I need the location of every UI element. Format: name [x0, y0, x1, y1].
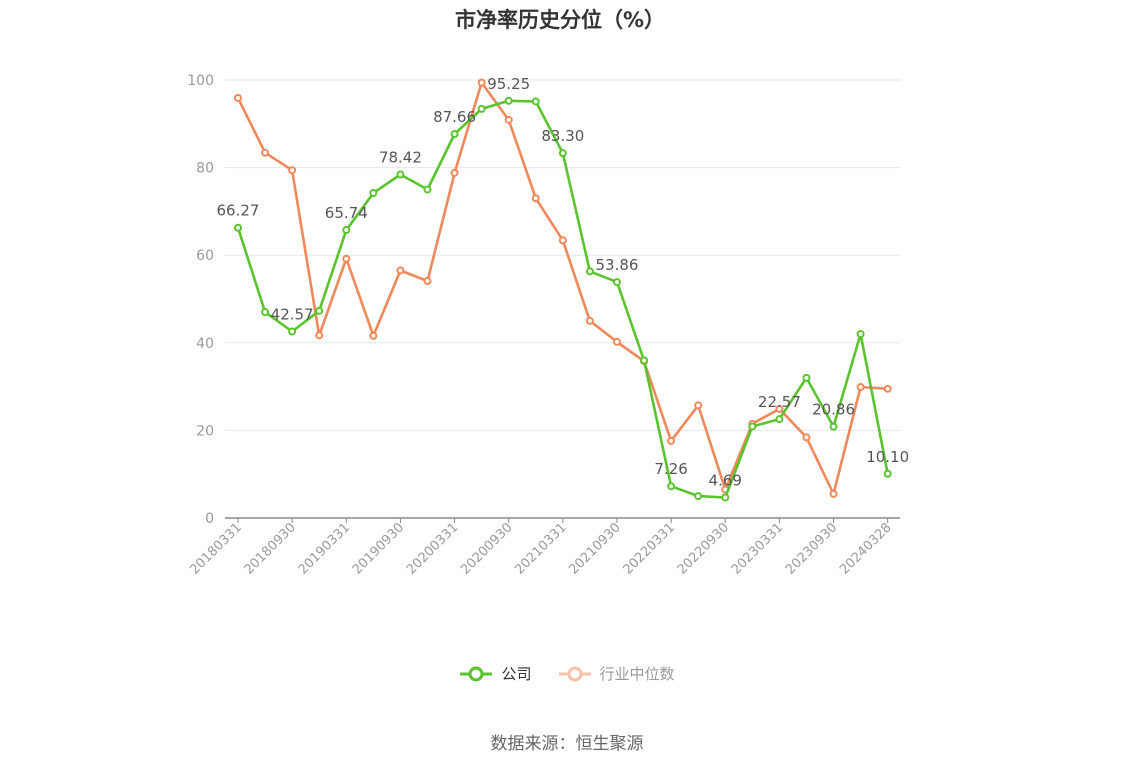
- data-point-industry-median[interactable]: [261, 148, 270, 157]
- data-point-company[interactable]: [396, 170, 405, 179]
- x-tick-label: 20220331: [621, 520, 678, 577]
- data-point-company[interactable]: [612, 278, 621, 287]
- data-point-company[interactable]: [883, 469, 892, 478]
- data-point-company[interactable]: [667, 482, 676, 491]
- data-point-industry-median[interactable]: [694, 401, 703, 410]
- data-point-industry-median[interactable]: [315, 331, 324, 340]
- data-label: 22.57: [758, 393, 801, 411]
- x-tick-label: 20210930: [566, 520, 623, 577]
- data-point-company[interactable]: [450, 130, 459, 139]
- x-tick-label: 20210331: [512, 520, 569, 577]
- data-point-company[interactable]: [775, 415, 784, 424]
- data-point-industry-median[interactable]: [531, 194, 540, 203]
- x-tick-label: 20180331: [187, 520, 244, 577]
- data-label: 87.66: [433, 108, 476, 126]
- data-point-industry-median[interactable]: [585, 316, 594, 325]
- legend: 公司 行业中位数: [0, 663, 1134, 684]
- data-label: 78.42: [379, 149, 422, 167]
- x-tick-label: 20200930: [458, 520, 515, 577]
- data-point-company[interactable]: [829, 422, 838, 431]
- data-point-company[interactable]: [477, 104, 486, 113]
- data-point-company[interactable]: [288, 327, 297, 336]
- data-label: 20.86: [812, 401, 855, 419]
- data-label: 65.74: [325, 204, 368, 222]
- data-label: 4.69: [709, 471, 742, 489]
- data-point-company[interactable]: [694, 492, 703, 501]
- data-label: 42.57: [271, 306, 314, 324]
- y-tick-label: 100: [187, 73, 214, 89]
- data-label: 95.25: [487, 75, 530, 93]
- data-point-industry-median[interactable]: [477, 78, 486, 87]
- chart-title: 市净率历史分位（%）: [454, 8, 666, 32]
- legend-item-company[interactable]: 公司: [459, 663, 532, 684]
- series-line-company: [236, 99, 889, 499]
- x-tick-label: 20190930: [350, 520, 407, 577]
- data-point-company[interactable]: [234, 223, 242, 232]
- data-point-industry-median[interactable]: [396, 266, 405, 275]
- data-point-company[interactable]: [369, 189, 378, 198]
- data-label: 53.86: [596, 256, 639, 274]
- data-point-industry-median[interactable]: [369, 331, 378, 340]
- data-point-company[interactable]: [423, 185, 432, 194]
- data-point-industry-median[interactable]: [856, 383, 865, 392]
- data-point-company[interactable]: [315, 306, 324, 315]
- data-source: 数据来源：恒生聚源: [490, 734, 644, 754]
- data-point-company[interactable]: [748, 422, 757, 431]
- data-point-company[interactable]: [342, 226, 351, 235]
- data-point-company[interactable]: [261, 308, 270, 317]
- y-tick-label: 0: [205, 511, 214, 527]
- y-tick-label: 40: [196, 336, 214, 352]
- data-point-company[interactable]: [856, 330, 865, 339]
- data-point-company[interactable]: [558, 149, 567, 158]
- data-point-company[interactable]: [531, 97, 540, 106]
- x-tick-label: 20230930: [783, 520, 840, 577]
- x-tick-label: 20200331: [404, 520, 461, 577]
- data-point-company[interactable]: [504, 96, 513, 105]
- data-point-industry-median[interactable]: [450, 168, 459, 177]
- data-label: 83.30: [541, 127, 584, 145]
- data-point-industry-median[interactable]: [288, 166, 297, 175]
- data-point-company[interactable]: [640, 356, 649, 365]
- x-tick-label: 20230331: [729, 520, 786, 577]
- legend-marker-industry-median: [558, 666, 591, 681]
- x-tick-label: 20180930: [242, 520, 299, 577]
- y-tick-label: 20: [196, 423, 214, 439]
- x-tick-label: 20240328: [837, 520, 894, 577]
- data-point-industry-median[interactable]: [829, 489, 838, 498]
- legend-item-industry-median[interactable]: 行业中位数: [558, 663, 675, 684]
- data-point-industry-median[interactable]: [612, 337, 621, 346]
- data-point-industry-median[interactable]: [558, 236, 567, 245]
- data-label: 66.27: [217, 202, 260, 220]
- legend-marker-company: [460, 666, 493, 681]
- x-tick-label: 20220930: [675, 520, 732, 577]
- x-tick-label: 20190331: [296, 520, 353, 577]
- data-point-company[interactable]: [721, 493, 730, 502]
- data-point-company[interactable]: [585, 267, 594, 276]
- data-point-company[interactable]: [802, 373, 811, 382]
- data-point-industry-median[interactable]: [423, 277, 432, 286]
- legend-label-industry-median: 行业中位数: [599, 665, 675, 683]
- y-tick-label: 60: [196, 248, 214, 264]
- legend-label-company: 公司: [501, 665, 532, 683]
- data-point-industry-median[interactable]: [802, 433, 811, 442]
- y-tick-label: 80: [196, 161, 214, 177]
- data-point-industry-median[interactable]: [775, 404, 784, 413]
- data-point-industry-median[interactable]: [504, 115, 513, 124]
- data-point-industry-median[interactable]: [342, 254, 351, 263]
- data-point-industry-median[interactable]: [667, 436, 676, 445]
- data-label: 7.26: [654, 460, 687, 478]
- data-point-industry-median[interactable]: [234, 93, 242, 102]
- data-label: 10.10: [866, 448, 909, 466]
- data-point-industry-median[interactable]: [883, 384, 892, 393]
